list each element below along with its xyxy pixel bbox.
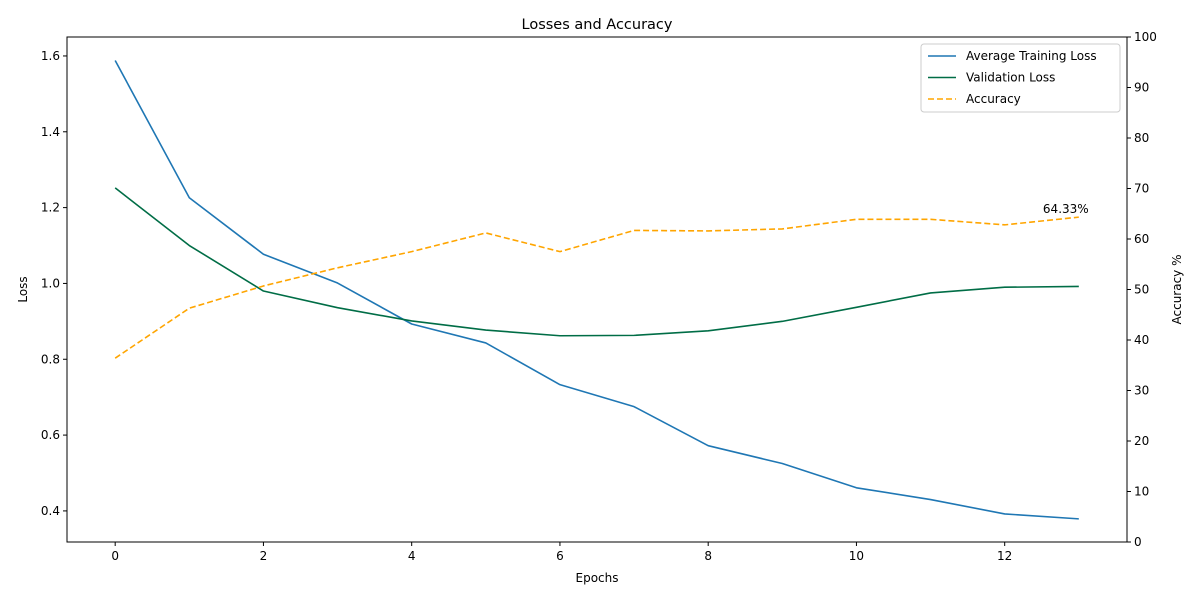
legend-label-0: Average Training Loss [966,49,1097,63]
y-tick-label-left: 1.2 [41,201,60,215]
y-tick-label-left: 1.0 [41,276,60,290]
y-axis-title-right: Accuracy % [1170,254,1184,324]
legend-label-2: Accuracy [966,92,1021,106]
series-line-1 [114,187,1079,337]
y-tick-label-left: 1.4 [41,125,60,139]
y-tick-label-right: 30 [1134,384,1149,398]
y-tick-label-left: 0.8 [41,352,60,366]
y-tick-label-right: 0 [1134,535,1142,549]
y-tick-label-right: 90 [1134,81,1149,95]
y-tick-label-right: 60 [1134,232,1149,246]
series-layer: 64.33% [114,60,1089,520]
x-tick-label: 12 [997,549,1012,563]
y-tick-label-right: 40 [1134,333,1149,347]
y-tick-label-right: 20 [1134,434,1149,448]
x-tick-label: 6 [556,549,564,563]
x-axis-title: Epochs [576,571,619,585]
series-line-2 [114,216,1079,359]
legend: Average Training Loss Validation Loss Accu… [920,43,1121,113]
y-tick-label-left: 1.6 [41,49,60,63]
y-tick-label-right: 50 [1134,283,1149,297]
x-tick-label: 4 [408,549,416,563]
y-axis-title-left: Loss [16,276,30,302]
accuracy-annotation: 64.33% [1043,202,1089,216]
series-line-0 [114,60,1079,520]
y-tick-label-left: 0.4 [41,504,60,518]
y-tick-label-right: 70 [1134,182,1149,196]
legend-box [920,43,1121,113]
axes-layer: 0 2 4 6 8 10 12 0.4 0.6 0.8 1.0 1.2 1.4 1.6 0 10 20 30 40 5… [41,30,1157,563]
y-tick-label-left: 0.6 [41,428,60,442]
y-tick-label-right: 100 [1134,30,1157,44]
x-tick-label: 0 [111,549,119,563]
x-tick-label: 10 [849,549,864,563]
y-tick-label-right: 10 [1134,485,1149,499]
chart-title: Losses and Accuracy [522,17,673,33]
x-tick-label: 2 [260,549,268,563]
x-tick-label: 8 [704,549,712,563]
y-tick-label-right: 80 [1134,131,1149,145]
legend-label-1: Validation Loss [966,71,1055,85]
